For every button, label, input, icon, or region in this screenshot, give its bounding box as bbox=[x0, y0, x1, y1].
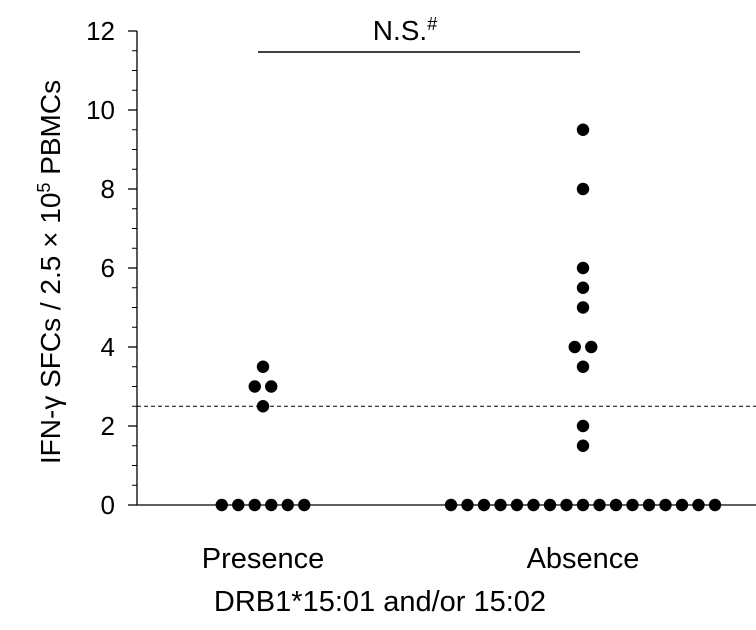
data-point bbox=[675, 498, 689, 512]
significance-superscript: # bbox=[427, 14, 437, 34]
data-point bbox=[585, 340, 598, 354]
data-point bbox=[568, 340, 581, 354]
data-point bbox=[692, 498, 705, 512]
data-point bbox=[477, 498, 491, 512]
data-point bbox=[609, 498, 623, 512]
x-category-label: Presence bbox=[202, 543, 325, 575]
y-tick-label: 0 bbox=[101, 490, 115, 520]
data-point bbox=[215, 498, 228, 512]
y-tick-label: 12 bbox=[86, 16, 115, 46]
data-point bbox=[461, 498, 474, 512]
y-axis-title-main: IFN-γ SFCs / 2.5 × 10 bbox=[35, 193, 66, 465]
data-point bbox=[560, 498, 573, 512]
data-point bbox=[527, 498, 540, 512]
data-point bbox=[576, 419, 590, 433]
data-point bbox=[576, 439, 590, 452]
x-axis-title: DRB1*15:01 and/or 15:02 bbox=[214, 586, 546, 618]
data-point bbox=[708, 498, 722, 512]
y-tick-label: 8 bbox=[101, 174, 115, 204]
data-point bbox=[576, 182, 590, 196]
y-tick-label: 4 bbox=[101, 332, 115, 362]
data-point bbox=[265, 380, 278, 393]
data-point bbox=[265, 498, 278, 512]
data-point bbox=[576, 498, 590, 512]
data-point bbox=[510, 498, 524, 512]
data-point bbox=[659, 498, 672, 512]
y-axis-title-tail: PBMCs bbox=[35, 80, 66, 183]
data-point bbox=[593, 498, 606, 512]
y-axis-title: IFN-γ SFCs / 2.5 × 105 PBMCs bbox=[34, 80, 66, 464]
data-point bbox=[298, 498, 311, 512]
data-point bbox=[543, 498, 557, 512]
data-point bbox=[248, 380, 261, 393]
data-point bbox=[576, 123, 590, 136]
y-tick-label: 2 bbox=[101, 411, 115, 441]
data-point bbox=[626, 498, 639, 512]
data-point bbox=[576, 360, 590, 373]
x-category-label: Absence bbox=[527, 543, 640, 575]
significance-text: N.S. bbox=[373, 15, 427, 46]
significance-label: N.S.# bbox=[373, 14, 437, 46]
y-axis-title-superscript: 5 bbox=[34, 183, 54, 193]
data-point bbox=[444, 498, 458, 512]
data-point bbox=[576, 301, 590, 314]
data-point bbox=[642, 498, 656, 512]
data-point bbox=[576, 261, 590, 275]
data-points bbox=[215, 123, 722, 512]
axes: 0 2 4 6 8 10 12 Presence Absence bbox=[86, 16, 756, 575]
data-point bbox=[256, 360, 270, 373]
y-tick-label: 10 bbox=[86, 95, 115, 125]
y-tick-label: 6 bbox=[101, 253, 115, 283]
data-point bbox=[494, 498, 507, 512]
data-point bbox=[256, 400, 270, 413]
data-point bbox=[248, 498, 261, 512]
data-point bbox=[576, 281, 590, 294]
data-point bbox=[281, 498, 294, 512]
data-point bbox=[232, 498, 245, 512]
